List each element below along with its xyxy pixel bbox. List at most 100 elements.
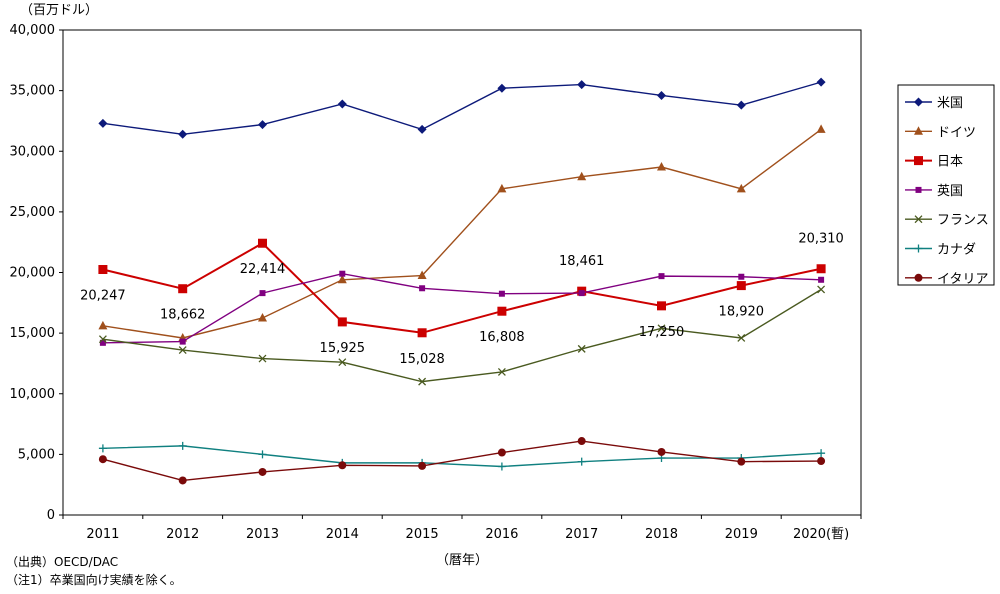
legend-item: ドイツ (905, 125, 976, 140)
legend-box (897, 84, 995, 286)
x-tick-label: 2011 (86, 527, 119, 542)
legend-swatch-marker (914, 126, 923, 135)
series-layer (98, 77, 826, 485)
x-tick-label: 2020(暫) (793, 527, 849, 542)
data-point (258, 467, 267, 476)
data-point (179, 338, 186, 345)
data-point (578, 290, 585, 297)
legend-label: 英国 (937, 184, 963, 199)
data-point (178, 284, 188, 294)
data-point (417, 270, 427, 280)
legend-swatch-marker (915, 186, 922, 193)
legend-swatch-marker (914, 244, 923, 253)
legend-label: イタリア (937, 272, 988, 287)
data-label: 18,920 (719, 305, 765, 320)
data-point (337, 99, 347, 109)
x-tick-label: 2013 (246, 527, 279, 542)
data-point (817, 457, 826, 466)
y-tick-label: 30,000 (10, 144, 56, 159)
data-label: 18,662 (160, 308, 206, 323)
data-point (339, 270, 346, 277)
data-point (498, 290, 505, 297)
data-point (98, 444, 107, 453)
data-point (737, 334, 746, 342)
data-point (178, 476, 187, 485)
y-axis: 0 5,000 10,000 15,000 20,000 25,000 30,000 35,0… (10, 23, 63, 523)
data-point (98, 265, 108, 275)
data-point (178, 346, 187, 355)
y-tick-label: 10,000 (10, 387, 56, 402)
series-plus (98, 441, 826, 471)
source-note: （出典）OECD/DAC (6, 555, 119, 569)
data-point (258, 312, 267, 322)
data-label: 22,414 (240, 262, 286, 277)
data-point (259, 290, 266, 297)
legend-item: 米国 (905, 96, 963, 111)
data-point (736, 183, 746, 193)
legend-swatch-marker (914, 156, 923, 166)
data-label: 17,250 (639, 325, 685, 340)
data-point (258, 120, 267, 130)
x-tick-label: 2012 (166, 527, 199, 542)
footnote-1: （注1）卒業国向け実績を除く。 (6, 573, 182, 587)
data-point (817, 285, 826, 294)
series-diamond (98, 77, 826, 139)
y-tick-label: 15,000 (10, 326, 56, 341)
data-point (497, 306, 507, 316)
y-tick-label: 35,000 (10, 84, 56, 99)
data-label: 18,461 (559, 254, 605, 269)
y-tick-label: 5,000 (18, 447, 55, 462)
data-point (497, 183, 507, 193)
legend-label: カナダ (937, 243, 976, 258)
legend-item: イタリア (905, 272, 988, 287)
data-point (497, 367, 506, 376)
data-point (99, 339, 106, 346)
x-axis-title: （暦年） (436, 553, 488, 568)
legend-swatch-marker (914, 215, 923, 224)
data-point (657, 447, 666, 456)
data-point (817, 449, 826, 458)
data-point (816, 77, 826, 87)
data-point (338, 358, 347, 367)
series-line (102, 288, 822, 383)
legend-label: フランス (937, 213, 989, 228)
data-point (337, 317, 347, 327)
series-smallsquare (99, 270, 825, 346)
x-tick-label: 2019 (725, 527, 758, 542)
legend-item: 日本 (905, 155, 963, 170)
data-point (736, 281, 746, 291)
data-point (577, 457, 586, 466)
series-line (102, 272, 822, 344)
data-label-layer: 20,247 18,662 22,414 15,925 15,028 16,808 18,4… (80, 232, 844, 367)
legend-item: 英国 (905, 184, 963, 199)
data-point (816, 124, 826, 133)
data-point (178, 129, 188, 139)
data-point (418, 461, 427, 470)
data-label: 20,310 (798, 232, 844, 247)
legend-item: フランス (905, 213, 989, 228)
data-point (497, 83, 507, 93)
series-circle (98, 437, 826, 485)
data-point (738, 273, 745, 280)
data-point (577, 437, 586, 446)
data-point (419, 285, 426, 292)
y-tick-label: 25,000 (10, 205, 56, 220)
x-axis: 2011 2012 2013 2014 2015 2016 2017 2018 2019 2020… (62, 515, 862, 542)
data-point (178, 441, 187, 450)
y-unit-label: （百万ドル） (20, 3, 98, 18)
data-point (577, 80, 587, 90)
x-tick-label: 2018 (645, 527, 678, 542)
data-point (577, 171, 587, 181)
x-tick-label: 2014 (326, 527, 359, 542)
data-point (258, 354, 267, 363)
data-point (736, 100, 746, 110)
data-point (417, 124, 427, 134)
legend-item: カナダ (905, 243, 976, 258)
y-tick-label: 40,000 (10, 23, 56, 38)
series-x (98, 285, 826, 386)
legend-label: 米国 (937, 96, 963, 111)
data-point (338, 461, 347, 470)
x-tick-label: 2016 (485, 527, 518, 542)
data-point (657, 162, 666, 171)
